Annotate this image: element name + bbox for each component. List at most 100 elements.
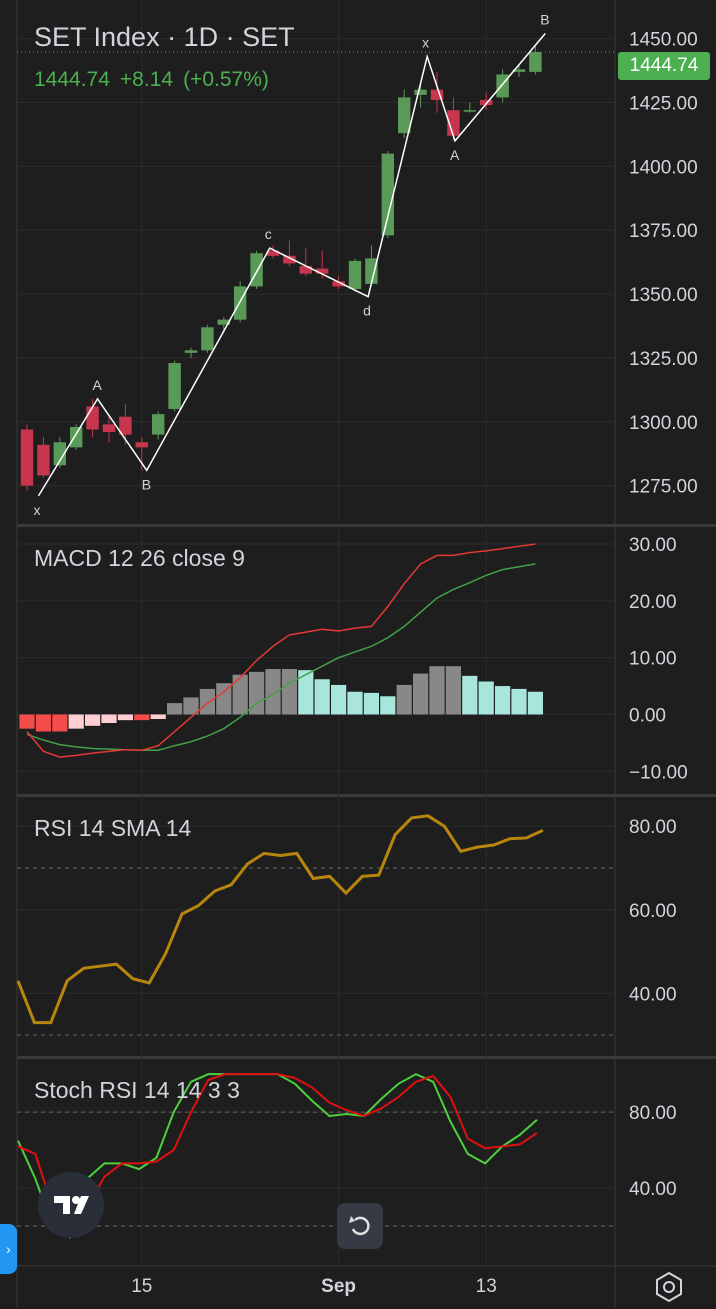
macd-histogram-bar <box>347 691 363 715</box>
candle-body <box>266 250 280 256</box>
macd-histogram-bar <box>265 669 281 715</box>
tradingview-logo-icon[interactable] <box>38 1172 104 1238</box>
candle-body <box>37 444 50 476</box>
candle-body <box>250 253 263 287</box>
macd-signal-line <box>26 563 536 752</box>
time-tick-label: 13 <box>476 1276 497 1297</box>
candle-body <box>152 414 165 435</box>
rsi-tick-label: 80.00 <box>629 817 677 838</box>
macd-histogram-bar <box>445 666 461 715</box>
symbol-title[interactable]: SET Index · 1D · SET <box>34 22 295 52</box>
reset-icon <box>349 1216 370 1236</box>
price-tick-label: 1325.00 <box>629 349 698 370</box>
stoch-tick-label: 40.00 <box>629 1179 677 1200</box>
candle-body <box>234 286 247 320</box>
price-tick-label: 1400.00 <box>629 157 698 178</box>
macd-histogram-bar <box>495 686 511 715</box>
quote-line: 1444.74 +8.14 (+0.57%) <box>34 68 279 92</box>
macd-tick-label: 20.00 <box>629 592 677 613</box>
candle-body <box>168 363 181 410</box>
pattern-point-label: A <box>450 147 460 163</box>
macd-histogram-bar <box>183 697 199 715</box>
macd-histogram-bar <box>314 679 330 715</box>
macd-tick-label: 30.00 <box>629 535 677 556</box>
candle-body <box>332 281 345 287</box>
candle-body <box>283 255 296 264</box>
candle-body <box>299 266 312 274</box>
pattern-point-label: c <box>265 226 272 242</box>
macd-histogram-bar <box>363 692 379 715</box>
macd-tick-label: 10.00 <box>629 649 677 670</box>
macd-tick-label: 0.00 <box>629 705 666 726</box>
macd-histogram-bar <box>101 714 117 723</box>
candle-body <box>119 416 132 435</box>
price-tick-label: 1425.00 <box>629 94 698 115</box>
candle-body <box>447 110 460 136</box>
price-tick-label: 1375.00 <box>629 221 698 242</box>
macd-histogram-bar <box>429 666 445 715</box>
macd-histogram-bar <box>68 714 84 729</box>
rsi-tick-label: 60.00 <box>629 901 677 922</box>
time-tick-label: 15 <box>131 1276 152 1297</box>
macd-histogram-bar <box>19 714 35 729</box>
macd-histogram-bar <box>396 684 412 715</box>
candle-body <box>496 74 509 98</box>
stoch-rsi-legend[interactable]: Stoch RSI 14 14 3 3 <box>34 1077 240 1103</box>
candle-body <box>184 350 198 353</box>
price-tick-label: 1275.00 <box>629 477 698 498</box>
macd-histogram-bar <box>134 714 150 721</box>
price-change: +8.14 <box>119 68 174 91</box>
candle-body <box>398 97 411 134</box>
candle-body <box>135 442 148 448</box>
rsi-legend[interactable]: RSI 14 SMA 14 <box>34 815 192 841</box>
macd-histogram-bar <box>85 714 101 726</box>
candle-body <box>365 258 378 284</box>
price-tick-label: 1350.00 <box>629 285 698 306</box>
settings-button[interactable] <box>652 1270 686 1304</box>
candle-body <box>53 442 66 466</box>
candle-body <box>414 89 427 95</box>
price-tick-label: 1300.00 <box>629 413 698 434</box>
macd-legend[interactable]: MACD 12 26 close 9 <box>34 545 245 571</box>
candle-body <box>463 110 476 112</box>
macd-histogram-bar <box>52 714 68 732</box>
pattern-point-label: d <box>363 303 371 319</box>
candle-body <box>217 319 230 325</box>
harmonic-pattern-line <box>37 33 546 497</box>
candle-body <box>86 406 99 430</box>
macd-histogram-bar <box>281 669 297 715</box>
sidebar-toggle[interactable]: › <box>0 1224 17 1274</box>
macd-histogram-bar <box>413 673 429 715</box>
stoch-tick-label: 80.00 <box>629 1103 677 1124</box>
price-change-pct: (+0.57%) <box>183 68 269 91</box>
stoch-d-line <box>17 1073 538 1220</box>
candle-body <box>430 89 444 100</box>
price-tick-label: 1450.00 <box>629 30 698 51</box>
candle-body <box>480 99 493 106</box>
macd-histogram-bar <box>462 675 478 715</box>
candle-body <box>201 327 214 351</box>
pattern-point-label: B <box>142 476 151 492</box>
macd-histogram-bar <box>35 714 51 732</box>
pattern-point-label: B <box>540 12 549 28</box>
pattern-point-label: x <box>33 502 40 518</box>
macd-histogram-bar <box>511 688 527 715</box>
macd-histogram-bar <box>380 696 396 715</box>
macd-histogram-bar <box>298 670 314 715</box>
macd-histogram-bar <box>249 671 265 715</box>
macd-line <box>26 543 536 758</box>
rsi-line <box>16 814 544 1025</box>
candle-body <box>529 52 542 72</box>
gear-icon <box>656 1271 682 1303</box>
candle-body <box>20 429 34 486</box>
macd-histogram-bar <box>150 714 166 720</box>
macd-tick-label: −10.00 <box>629 762 688 783</box>
macd-histogram-bar <box>117 714 133 721</box>
rsi-tick-label: 40.00 <box>629 984 677 1005</box>
candle-body <box>102 424 116 433</box>
macd-histogram-bar <box>216 683 232 715</box>
reset-chart-button[interactable] <box>337 1203 383 1249</box>
macd-histogram-bar <box>331 684 347 715</box>
